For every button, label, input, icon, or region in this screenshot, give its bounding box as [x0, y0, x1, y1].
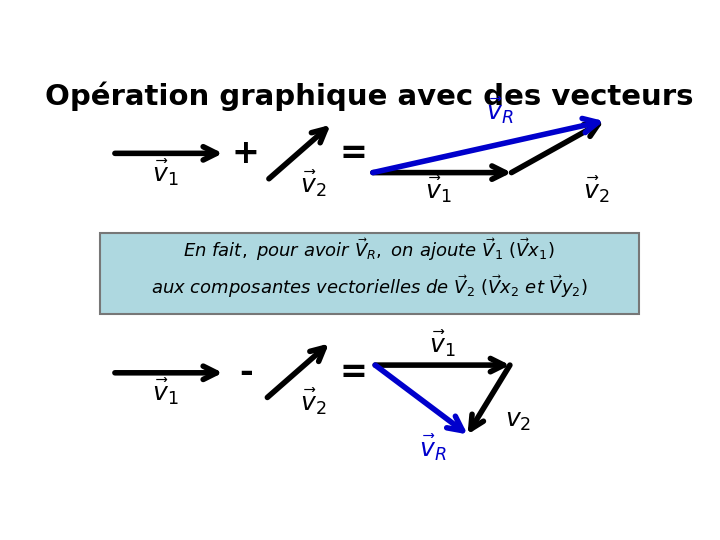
Text: +: + — [232, 137, 260, 170]
Text: $\vec{v}_1$: $\vec{v}_1$ — [425, 175, 451, 205]
Text: $\vec{v}_R$: $\vec{v}_R$ — [419, 433, 446, 463]
Text: =: = — [340, 356, 367, 389]
Text: $\vec{v}_2$: $\vec{v}_2$ — [300, 387, 327, 417]
FancyBboxPatch shape — [99, 233, 639, 314]
Text: $v_2$: $v_2$ — [505, 409, 531, 433]
Text: $\vec{v}_2$: $\vec{v}_2$ — [300, 169, 327, 199]
Text: $\vec{v}_1$: $\vec{v}_1$ — [152, 158, 179, 188]
Text: $\vec{v}_R$: $\vec{v}_R$ — [486, 96, 513, 126]
Text: $\vec{v}_1$: $\vec{v}_1$ — [429, 328, 456, 359]
Text: $En\ fait,\ pour\ avoir\ \vec{V}_R,\ on\ ajoute\ \vec{V}_1\ (\vec{V}x_1)$: $En\ fait,\ pour\ avoir\ \vec{V}_R,\ on\… — [184, 236, 554, 263]
Text: =: = — [340, 137, 367, 170]
Text: $\vec{v}_1$: $\vec{v}_1$ — [152, 377, 179, 407]
Text: $\vec{v}_2$: $\vec{v}_2$ — [583, 174, 609, 205]
Text: $aux\ composantes\ vectorielles\ de\ \vec{V}_2\ (\vec{V}x_2\ et\ \vec{V}y_2)$: $aux\ composantes\ vectorielles\ de\ \ve… — [150, 273, 588, 300]
Text: -: - — [239, 356, 253, 389]
Text: Opération graphique avec des vecteurs: Opération graphique avec des vecteurs — [45, 82, 693, 111]
